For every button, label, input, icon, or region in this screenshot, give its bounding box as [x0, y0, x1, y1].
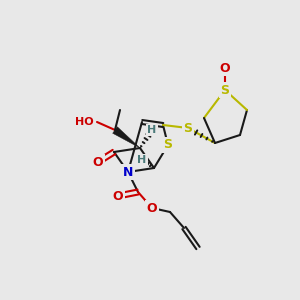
Text: O: O — [147, 202, 157, 214]
Polygon shape — [113, 127, 140, 148]
Text: N: N — [123, 166, 133, 178]
Text: HO: HO — [75, 117, 94, 127]
Text: H: H — [147, 125, 157, 135]
Text: H: H — [137, 155, 147, 165]
Text: O: O — [93, 155, 103, 169]
Text: S: S — [184, 122, 193, 134]
Text: O: O — [220, 61, 230, 74]
Text: S: S — [164, 139, 172, 152]
Text: O: O — [113, 190, 123, 202]
Text: S: S — [220, 83, 230, 97]
